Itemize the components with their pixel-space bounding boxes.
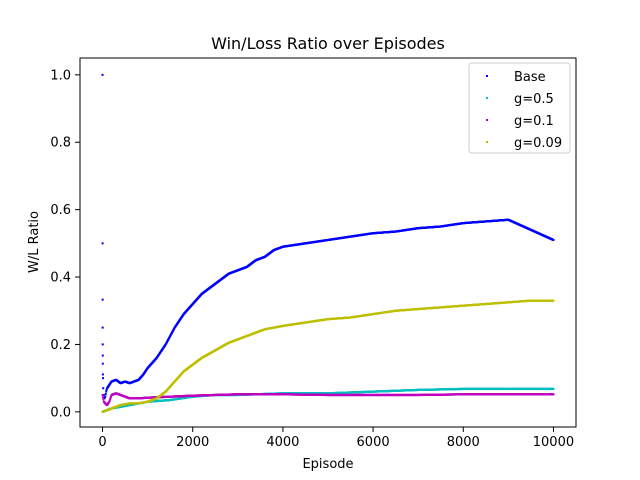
data-point xyxy=(105,390,108,393)
data-point xyxy=(101,354,104,357)
series-g-0-09 xyxy=(101,299,555,413)
data-point xyxy=(101,242,104,245)
data-point xyxy=(551,238,554,241)
data-point xyxy=(101,393,104,396)
data-point xyxy=(101,377,104,380)
y-tick-label: 1.0 xyxy=(50,68,71,83)
data-point xyxy=(173,327,176,330)
series-g-0-5 xyxy=(101,387,555,413)
data-point xyxy=(101,326,104,329)
legend: Base g=0.5 g=0.1 g=0.09 xyxy=(468,62,571,154)
x-tick-label: 8000 xyxy=(447,435,480,450)
x-tick-label: 6000 xyxy=(357,435,390,450)
data-point xyxy=(109,396,112,399)
data-point xyxy=(107,401,110,404)
data-point xyxy=(101,396,104,399)
data-point xyxy=(108,399,111,402)
data-point xyxy=(102,393,105,396)
data-point xyxy=(101,298,104,301)
x-tick-label: 4000 xyxy=(266,435,299,450)
data-point xyxy=(146,367,149,370)
data-point xyxy=(551,393,554,396)
x-tick-label: 0 xyxy=(98,435,106,450)
data-point xyxy=(110,395,113,398)
legend-marker xyxy=(486,141,488,143)
data-point xyxy=(141,374,144,377)
y-tick-label: 0.4 xyxy=(50,271,71,286)
x-tick-label: 10000 xyxy=(533,435,574,450)
y-tick-label: 0.6 xyxy=(50,203,71,218)
y-tick-label: 0.8 xyxy=(50,136,71,151)
plot-area xyxy=(101,73,555,413)
data-point xyxy=(155,357,158,360)
legend-marker xyxy=(486,97,488,99)
data-point xyxy=(182,313,185,316)
x-tick-label: 2000 xyxy=(176,435,209,450)
data-point xyxy=(101,373,104,376)
data-point xyxy=(102,387,105,390)
x-axis-label: Episode xyxy=(302,457,353,472)
series-g-0-1 xyxy=(101,392,555,407)
y-tick-label: 0.0 xyxy=(50,405,71,420)
chart-title: Win/Loss Ratio over Episodes xyxy=(211,34,445,53)
data-point xyxy=(109,397,112,401)
y-tick-label: 0.2 xyxy=(50,338,71,353)
axes: 0 2000 4000 6000 8000 10000 0.0 0.2 0.4 0.6 0.8 1.0 xyxy=(50,57,577,450)
data-point xyxy=(551,387,554,391)
legend-label: g=0.09 xyxy=(514,136,562,151)
legend-box xyxy=(468,62,571,154)
data-point xyxy=(104,393,107,396)
plot-frame xyxy=(79,57,577,428)
data-point xyxy=(101,73,104,76)
legend-marker xyxy=(486,119,488,121)
y-axis-label: W/L Ratio xyxy=(27,211,42,273)
legend-label: g=0.1 xyxy=(514,114,554,129)
data-point xyxy=(103,396,106,399)
series-base xyxy=(101,73,555,400)
data-point xyxy=(164,344,167,347)
legend-marker xyxy=(486,75,488,77)
data-point xyxy=(102,398,105,401)
data-point xyxy=(101,362,104,365)
data-point xyxy=(101,343,104,346)
data-point xyxy=(107,384,110,387)
legend-label: g=0.5 xyxy=(514,92,554,107)
legend-label: Base xyxy=(514,70,546,85)
data-point xyxy=(105,388,108,392)
data-point xyxy=(551,299,554,302)
